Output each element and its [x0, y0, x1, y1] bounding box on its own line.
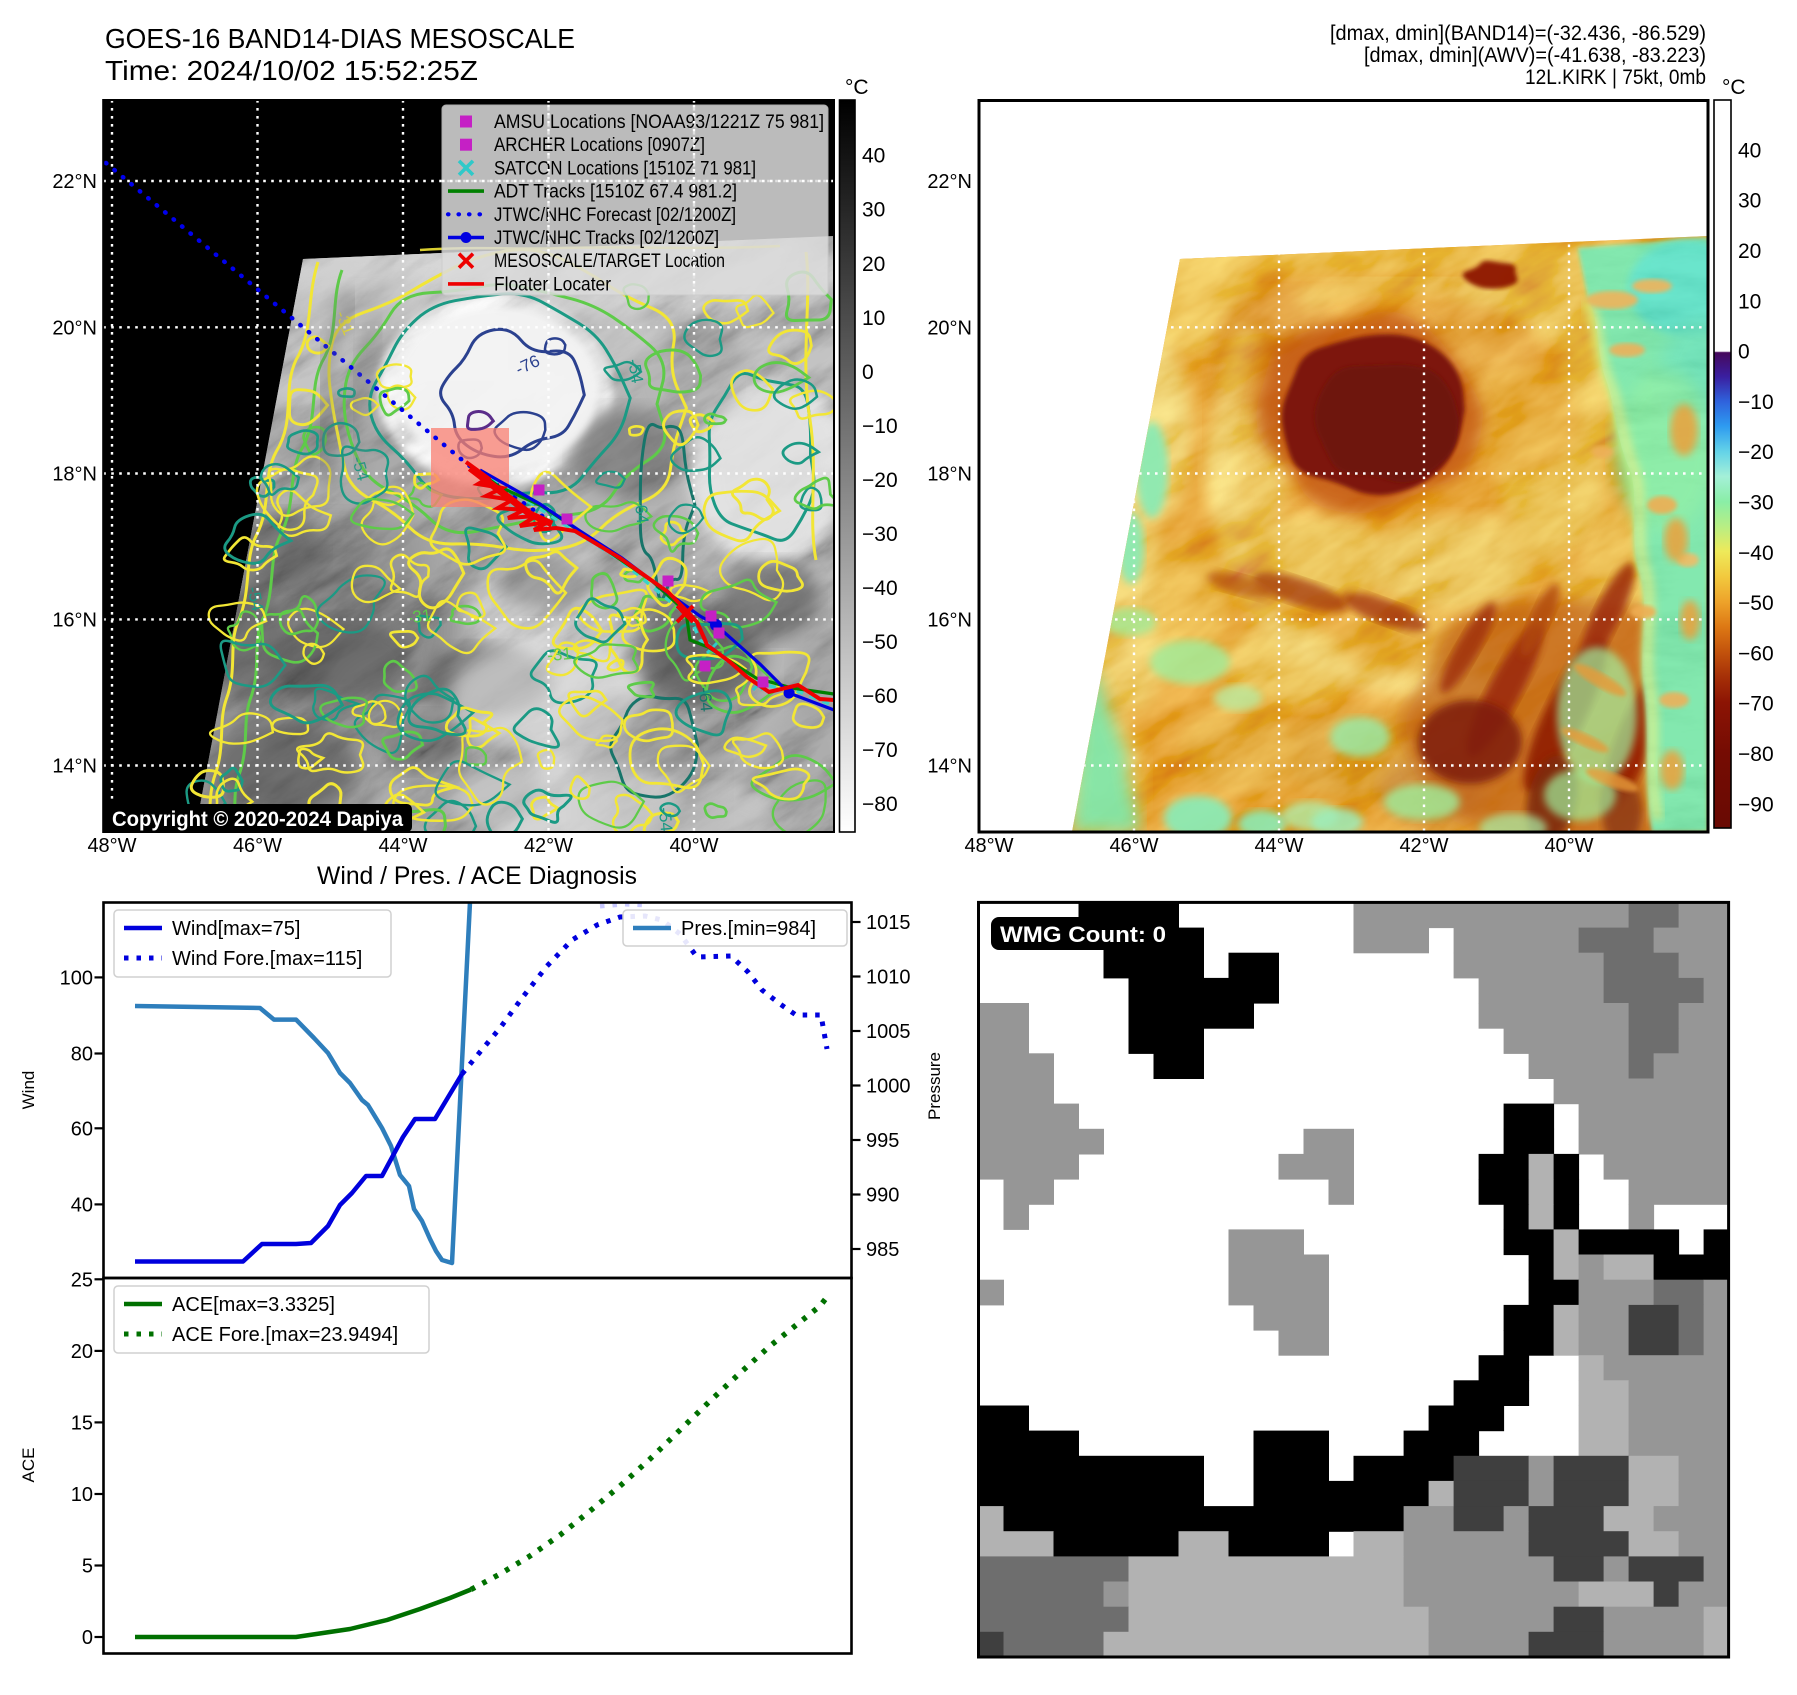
- svg-text:42°W: 42°W: [1399, 835, 1448, 857]
- svg-text:20: 20: [1738, 240, 1761, 263]
- svg-text:1005: 1005: [866, 1021, 911, 1043]
- svg-text:−50: −50: [862, 631, 898, 654]
- svg-text:0: 0: [82, 1627, 93, 1649]
- svg-text:Wind / Pres. / ACE Diagnosis: Wind / Pres. / ACE Diagnosis: [317, 862, 637, 890]
- svg-text:JTWC/NHC Tracks [02/1200Z]: JTWC/NHC Tracks [02/1200Z]: [494, 227, 719, 249]
- svg-text:−70: −70: [1738, 693, 1774, 716]
- svg-text:1000: 1000: [866, 1076, 911, 1098]
- svg-text:20: 20: [862, 253, 885, 276]
- svg-text:-64: -64: [631, 498, 652, 524]
- svg-text:40°W: 40°W: [1544, 835, 1593, 857]
- svg-text:22°N: 22°N: [927, 171, 972, 193]
- svg-text:44°W: 44°W: [1254, 835, 1303, 857]
- svg-text:-31: -31: [406, 605, 433, 627]
- svg-text:10: 10: [71, 1484, 93, 1506]
- svg-text:GOES-16 BAND14-DIAS MESOSCALE: GOES-16 BAND14-DIAS MESOSCALE: [105, 23, 575, 54]
- svg-text:WMG Count: 0: WMG Count: 0: [1000, 922, 1166, 947]
- svg-text:SATCON Locations [1510Z 71 981: SATCON Locations [1510Z 71 981]: [494, 157, 756, 179]
- svg-text:30: 30: [862, 199, 885, 222]
- svg-text:60: 60: [71, 1118, 93, 1140]
- svg-text:14°N: 14°N: [927, 756, 972, 778]
- svg-text:12L.KIRK | 75kt, 0mb: 12L.KIRK | 75kt, 0mb: [1525, 65, 1706, 89]
- svg-text:−30: −30: [862, 523, 898, 546]
- svg-text:15: 15: [71, 1412, 93, 1434]
- svg-text:46°W: 46°W: [233, 835, 282, 857]
- svg-text:Pres.[min=984]: Pres.[min=984]: [681, 918, 816, 940]
- svg-text:25: 25: [71, 1269, 93, 1291]
- svg-text:°C: °C: [845, 76, 869, 99]
- svg-text:22°N: 22°N: [52, 171, 97, 193]
- svg-text:18°N: 18°N: [927, 464, 972, 486]
- svg-text:−70: −70: [862, 739, 898, 762]
- svg-text:0: 0: [862, 361, 874, 384]
- svg-text:−20: −20: [862, 469, 898, 492]
- svg-text:18°N: 18°N: [52, 464, 97, 486]
- svg-text:80: 80: [71, 1044, 93, 1066]
- svg-text:16°N: 16°N: [52, 609, 97, 631]
- svg-text:[dmax, dmin](AWV)=(-41.638, -8: [dmax, dmin](AWV)=(-41.638, -83.223): [1364, 43, 1706, 67]
- svg-text:5: 5: [82, 1556, 93, 1578]
- svg-text:16°N: 16°N: [927, 609, 972, 631]
- svg-text:Pressure: Pressure: [925, 1052, 944, 1120]
- svg-text:40: 40: [71, 1194, 93, 1216]
- svg-text:10: 10: [1738, 290, 1761, 313]
- svg-text:44°W: 44°W: [378, 835, 427, 857]
- svg-text:20°N: 20°N: [52, 317, 97, 339]
- svg-text:AMSU Locations [NOAA93/1221Z 7: AMSU Locations [NOAA93/1221Z 75 981]: [494, 111, 824, 133]
- svg-text:MESOSCALE/TARGET Location: MESOSCALE/TARGET Location: [494, 250, 725, 272]
- svg-text:990: 990: [866, 1185, 899, 1207]
- svg-text:Time: 2024/10/02 15:52:25Z: Time: 2024/10/02 15:52:25Z: [105, 55, 478, 86]
- svg-text:Copyright © 2020-2024 Dapiya: Copyright © 2020-2024 Dapiya: [112, 808, 403, 831]
- svg-text:48°W: 48°W: [964, 835, 1013, 857]
- svg-text:ACE Fore.[max=23.9494]: ACE Fore.[max=23.9494]: [172, 1324, 398, 1346]
- svg-text:−20: −20: [1738, 441, 1774, 464]
- svg-text:−10: −10: [862, 415, 898, 438]
- svg-text:14°N: 14°N: [52, 756, 97, 778]
- svg-text:46°W: 46°W: [1109, 835, 1158, 857]
- svg-text:Floater Locater: Floater Locater: [494, 273, 611, 295]
- svg-text:Wind: Wind: [19, 1071, 38, 1110]
- svg-text:−40: −40: [862, 577, 898, 600]
- svg-text:-54: -54: [655, 806, 676, 832]
- svg-text:42°W: 42°W: [524, 835, 573, 857]
- svg-text:985: 985: [866, 1239, 899, 1261]
- svg-text:40°W: 40°W: [669, 835, 718, 857]
- svg-text:20°N: 20°N: [927, 317, 972, 339]
- svg-text:−10: −10: [1738, 391, 1774, 414]
- svg-text:1010: 1010: [866, 967, 911, 989]
- svg-text:40: 40: [862, 145, 885, 168]
- svg-text:1015: 1015: [866, 912, 911, 934]
- svg-text:Wind Fore.[max=115]: Wind Fore.[max=115]: [172, 948, 362, 970]
- svg-text:40: 40: [1738, 139, 1761, 162]
- svg-text:100: 100: [60, 967, 93, 989]
- svg-text:30: 30: [1738, 190, 1761, 213]
- svg-text:-64: -64: [695, 686, 716, 712]
- svg-text:10: 10: [862, 307, 885, 330]
- svg-text:[dmax, dmin](BAND14)=(-32.436,: [dmax, dmin](BAND14)=(-32.436, -86.529): [1330, 21, 1706, 45]
- svg-text:995: 995: [866, 1130, 899, 1152]
- svg-text:ADT Tracks [1510Z 67.4 981.2]: ADT Tracks [1510Z 67.4 981.2]: [494, 181, 737, 203]
- svg-text:0: 0: [1738, 341, 1750, 364]
- svg-text:−80: −80: [1738, 743, 1774, 766]
- svg-text:ARCHER Locations [0907Z]: ARCHER Locations [0907Z]: [494, 134, 705, 156]
- svg-text:JTWC/NHC Forecast [02/1200Z]: JTWC/NHC Forecast [02/1200Z]: [494, 204, 736, 226]
- svg-text:−60: −60: [1738, 642, 1774, 665]
- svg-text:-54: -54: [244, 585, 268, 613]
- svg-text:ACE[max=3.3325]: ACE[max=3.3325]: [172, 1294, 335, 1316]
- svg-text:-54: -54: [624, 357, 647, 385]
- svg-text:−80: −80: [862, 793, 898, 816]
- svg-text:-31: -31: [546, 644, 572, 665]
- svg-text:°C: °C: [1722, 76, 1746, 99]
- svg-text:Wind[max=75]: Wind[max=75]: [172, 918, 300, 940]
- svg-text:−40: −40: [1738, 542, 1774, 565]
- svg-text:−50: −50: [1738, 592, 1774, 615]
- svg-text:−90: −90: [1738, 793, 1774, 816]
- svg-text:−30: −30: [1738, 492, 1774, 515]
- svg-text:20: 20: [71, 1341, 93, 1363]
- svg-text:−60: −60: [862, 685, 898, 708]
- svg-text:48°W: 48°W: [87, 835, 136, 857]
- svg-text:ACE: ACE: [19, 1448, 38, 1483]
